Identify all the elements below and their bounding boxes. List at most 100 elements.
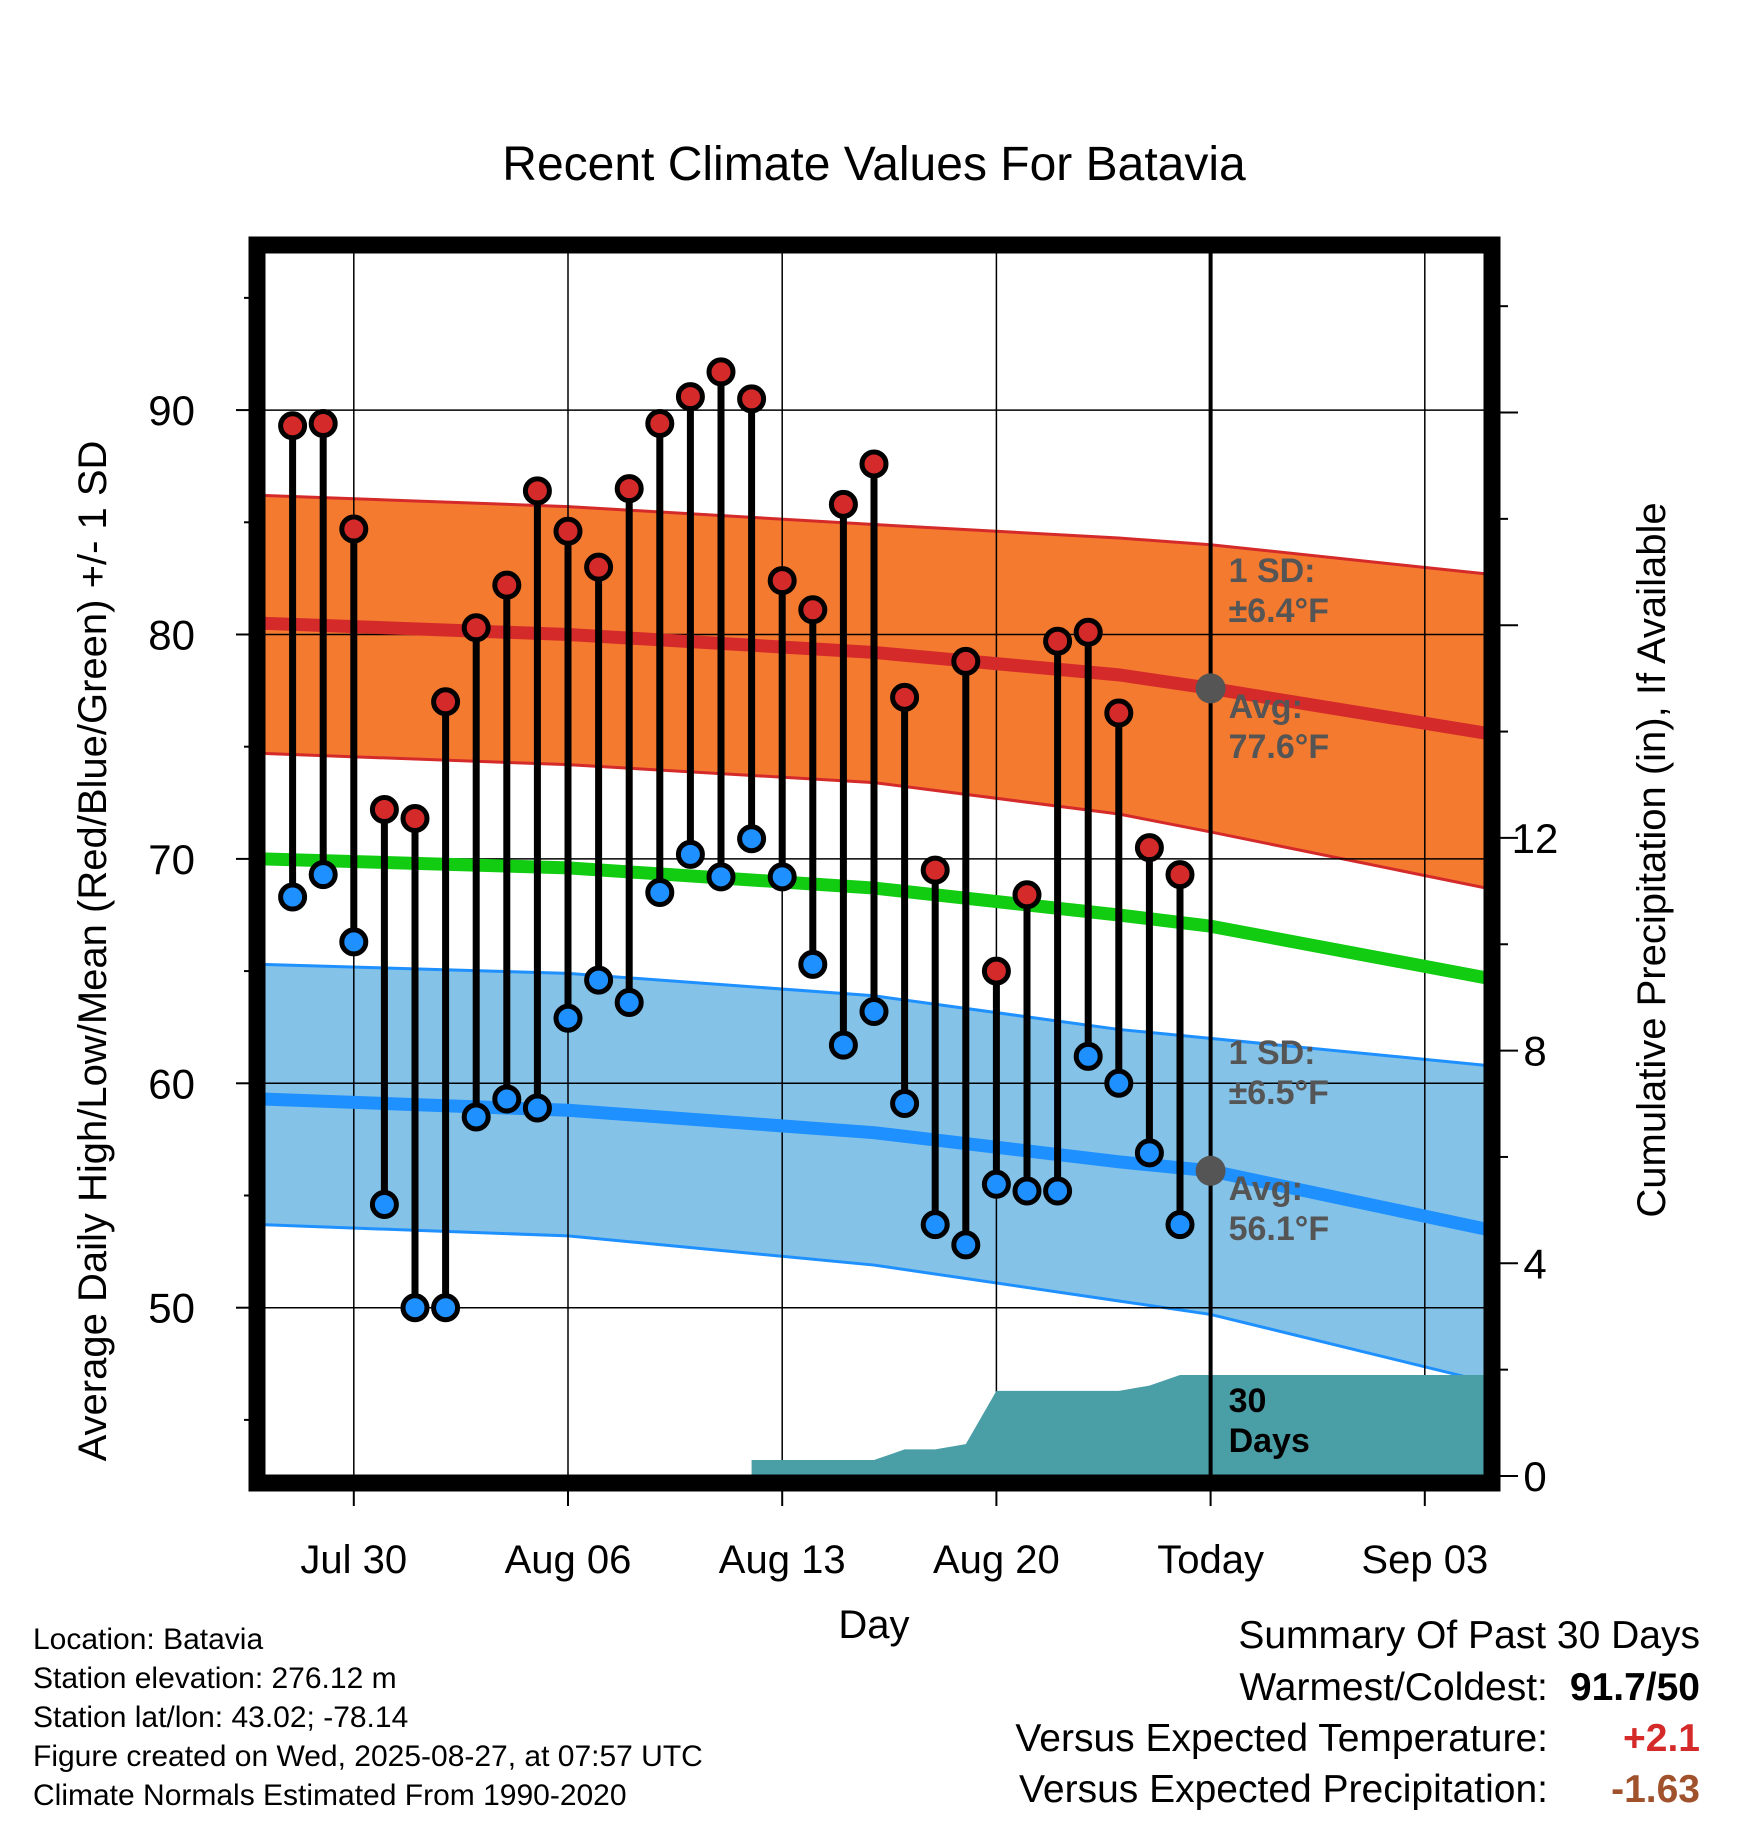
low-point [1012, 1176, 1042, 1206]
high-point [1012, 880, 1042, 910]
low-point [1104, 1068, 1134, 1098]
high-avg-annotation: Avg: 77.6°F [1229, 688, 1330, 766]
low-point [828, 1030, 858, 1060]
today-high-marker [1195, 673, 1226, 704]
location-text: Location: Batavia [33, 1623, 264, 1656]
high-point [798, 595, 828, 625]
x-tick-label: Today [1157, 1538, 1264, 1582]
precip-days-annotation-line: Days [1229, 1422, 1310, 1460]
high-point [706, 357, 736, 387]
y-tick-label-right: 4 [1523, 1240, 1546, 1287]
y-axis-label-right: Cumulative Precipitation (in), If Availa… [1630, 502, 1674, 1217]
low-point [584, 965, 614, 995]
high-sd-annotation: 1 SD: ±6.4°F [1229, 552, 1329, 630]
summary-panel: Summary Of Past 30 Days Warmest/Coldest:… [1015, 1610, 1700, 1815]
high-point [369, 795, 399, 825]
y-tick-label-left: 70 [148, 836, 195, 883]
warmest-label: Warmest/Coldest: [1239, 1666, 1548, 1709]
temp-value: +2.1 [1623, 1717, 1700, 1760]
high-point [492, 570, 522, 600]
high-point [859, 449, 889, 479]
low-point [798, 949, 828, 979]
low-point [767, 862, 797, 892]
low-point [981, 1169, 1011, 1199]
low-avg-annotation-line: Avg: [1229, 1170, 1303, 1208]
low-point [737, 824, 767, 854]
high-point [920, 855, 950, 885]
high-point [828, 489, 858, 519]
latlon-text: Station lat/lon: 43.02; -78.14 [33, 1701, 409, 1734]
x-tick-label: Aug 13 [719, 1538, 846, 1582]
y-tick-label-left: 90 [148, 387, 195, 434]
high-point [951, 646, 981, 676]
precip-days-annotation-line: 30 [1229, 1382, 1267, 1420]
low-point [308, 860, 338, 890]
y-tick-label-left: 50 [148, 1285, 195, 1332]
high-point [553, 516, 583, 546]
today-low-marker [1195, 1155, 1226, 1186]
low-point [553, 1003, 583, 1033]
low-point [890, 1088, 920, 1118]
low-avg-annotation: Avg: 56.1°F [1229, 1170, 1330, 1248]
summary-row-temperature: Versus Expected Temperature: +2.1 [1015, 1713, 1700, 1764]
station-info: Location: Batavia Station elevation: 276… [33, 1620, 703, 1815]
high-point [737, 384, 767, 414]
high-point [584, 552, 614, 582]
high-point [890, 682, 920, 712]
low-point [1043, 1176, 1073, 1206]
low-point [339, 927, 369, 957]
low-point [431, 1293, 461, 1323]
avg-high-line [262, 616, 1486, 740]
summary-row-warmest: Warmest/Coldest: 91.7/50 [1015, 1662, 1700, 1713]
high-point [431, 687, 461, 717]
high-point [1043, 626, 1073, 656]
summary-title: Summary Of Past 30 Days [1238, 1614, 1700, 1657]
x-axis-label: Day [838, 1603, 909, 1647]
high-point [767, 566, 797, 596]
high-point [675, 382, 705, 412]
precip-value: -1.63 [1611, 1768, 1700, 1811]
y-tick-label-right: 0 [1523, 1453, 1546, 1500]
chart-title: Recent Climate Values For Batavia [502, 138, 1246, 191]
high-point [339, 514, 369, 544]
low-sd-annotation-line: 1 SD: [1229, 1034, 1316, 1072]
low-avg-annotation-line: 56.1°F [1229, 1210, 1330, 1248]
high-sd-annotation-line: 1 SD: [1229, 552, 1316, 590]
avg-mean-line [262, 852, 1486, 985]
low-point [522, 1093, 552, 1123]
low-point [1073, 1041, 1103, 1071]
low-point [920, 1210, 950, 1240]
low-point [1134, 1138, 1164, 1168]
low-point [400, 1293, 430, 1323]
precip-days-annotation: 30 Days [1229, 1382, 1310, 1460]
precip-area [262, 1374, 1486, 1476]
y-tick-label-right: 12 [1512, 815, 1559, 862]
low-point [645, 878, 675, 908]
high-point [981, 956, 1011, 986]
x-tick-label: Sep 03 [1361, 1538, 1488, 1582]
precip-label: Versus Expected Precipitation: [1019, 1768, 1548, 1811]
high-sd-annotation-line: ±6.4°F [1229, 592, 1329, 630]
low-point [951, 1230, 981, 1260]
high-point [278, 411, 308, 441]
y-tick-label-left: 80 [148, 611, 195, 658]
x-tick-label: Aug 06 [505, 1538, 632, 1582]
low-point [369, 1189, 399, 1219]
low-point [614, 988, 644, 1018]
y-axis-label-left: Average Daily High/Low/Mean (Red/Blue/Gr… [71, 441, 115, 1462]
low-point [278, 882, 308, 912]
warmest-value: 91.7/50 [1569, 1666, 1700, 1709]
high-point [614, 474, 644, 504]
high-point [1073, 617, 1103, 647]
high-point [461, 613, 491, 643]
y-tick-label-left: 60 [148, 1060, 195, 1107]
low-point [461, 1102, 491, 1132]
high-point [400, 803, 430, 833]
low-point [675, 839, 705, 869]
summary-row-precipitation: Versus Expected Precipitation: -1.63 [1015, 1764, 1700, 1815]
low-point [706, 862, 736, 892]
high-avg-annotation-line: 77.6°F [1229, 728, 1330, 766]
low-sd-annotation: 1 SD: ±6.5°F [1229, 1034, 1329, 1112]
